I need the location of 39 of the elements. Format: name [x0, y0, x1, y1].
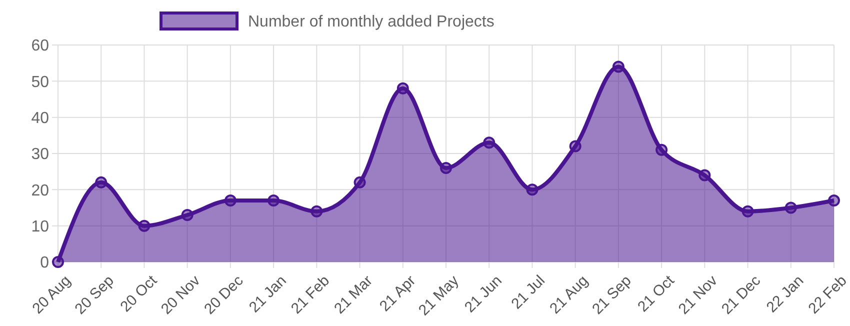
x-tick-label: 20 Aug — [29, 272, 74, 318]
x-tick-label: 21 Feb — [288, 272, 333, 318]
y-tick-label: 50 — [31, 74, 50, 91]
point — [224, 194, 236, 207]
y-tick-label: 10 — [31, 218, 50, 236]
point — [354, 176, 366, 188]
y-tick-label: 0 — [40, 254, 50, 272]
point — [698, 169, 711, 182]
point — [138, 220, 150, 232]
point — [440, 162, 452, 174]
y-tick-label: 40 — [31, 110, 50, 127]
x-tick-label: 22 Feb — [805, 272, 850, 318]
point — [268, 194, 280, 207]
x-tick-label: 21 Jan — [246, 272, 290, 316]
x-tick-label: 20 Dec — [201, 272, 248, 318]
y-tick-label: 60 — [31, 38, 50, 55]
x-tick-label: 21 Sep — [589, 272, 635, 318]
point — [656, 144, 668, 156]
x-tick-label: 21 Jun — [461, 272, 506, 316]
x-tick-label: 22 Jan — [763, 272, 808, 316]
point — [569, 140, 582, 152]
legend-label: Number of monthly added Projects — [248, 14, 494, 31]
point — [742, 205, 754, 218]
point — [526, 184, 538, 196]
point — [828, 194, 840, 207]
point — [612, 60, 624, 73]
point — [483, 136, 496, 149]
point — [784, 202, 797, 214]
x-tick-label: 21 Jul — [508, 272, 548, 313]
x-tick-label: 21 Mar — [330, 272, 376, 318]
x-tick-label: 20 Sep — [72, 272, 118, 318]
point — [52, 256, 64, 268]
point — [310, 205, 323, 218]
y-tick-label: 20 — [31, 182, 50, 200]
x-tick-label: 21 Aug — [546, 272, 592, 318]
point — [181, 208, 194, 221]
point — [396, 82, 409, 94]
y-tick-label: 30 — [31, 146, 50, 164]
point — [95, 176, 108, 188]
